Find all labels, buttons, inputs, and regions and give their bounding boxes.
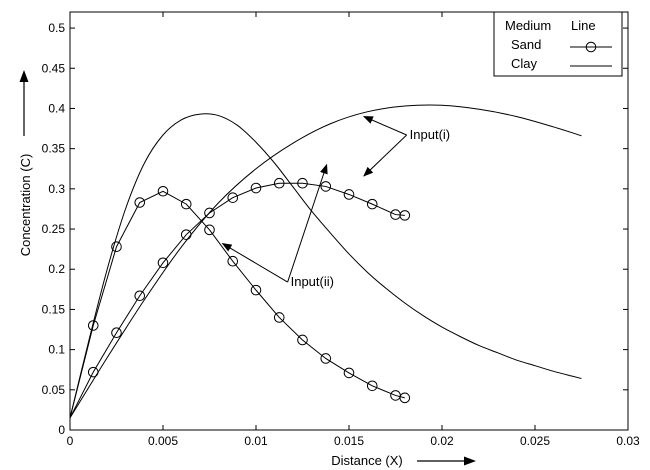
series-line-clay-input-ii <box>69 113 582 419</box>
x-tick-label: 0.015 <box>334 434 364 448</box>
annotation-layer: Input(i) Input(ii) <box>221 116 450 289</box>
y-axis-label-arrow <box>19 70 29 136</box>
y-tick-label: 0.05 <box>42 383 66 397</box>
data-point-sand-input-ii <box>157 185 169 197</box>
data-point-sand-input-ii <box>227 255 239 267</box>
data-point-sand-input-ii <box>204 224 215 236</box>
x-tick-label: 0.025 <box>520 434 550 448</box>
series-clay-input-i <box>69 104 582 419</box>
data-point-sand-input-ii <box>180 198 192 210</box>
series-line-sand-input-i <box>69 182 405 419</box>
data-point-sand-input-ii <box>320 353 332 364</box>
legend: Medium Line Sand Clay <box>493 11 623 77</box>
data-point-sand-input-i <box>297 177 308 189</box>
series-sand-input-i <box>69 177 411 419</box>
annotation-arrow <box>221 242 288 283</box>
annotation-input-ii: Input(ii) <box>221 163 334 289</box>
y-tick-label: 0.5 <box>48 21 65 35</box>
y-tick-label: 0.3 <box>48 182 65 196</box>
x-axis-label-arrow <box>417 456 476 466</box>
series-sand-input-ii <box>69 185 411 419</box>
y-tick-label: 0.4 <box>48 101 65 115</box>
data-point-sand-input-ii <box>399 392 411 404</box>
data-point-sand-input-i <box>273 177 285 189</box>
data-point-sand-input-i <box>227 192 239 203</box>
data-point-sand-input-ii <box>297 334 308 346</box>
y-tick-label: 0.2 <box>48 262 65 276</box>
annotation-label: Input(i) <box>410 127 450 142</box>
annotation-arrow <box>362 116 407 136</box>
data-point-sand-input-ii <box>87 320 99 331</box>
y-tick-label: 0.1 <box>48 343 65 357</box>
x-tick-label: 0.005 <box>148 434 178 448</box>
x-tick-label: 0.03 <box>616 434 640 448</box>
x-axis-label: Distance (X) <box>331 453 403 468</box>
x-tick-label: 0.02 <box>430 434 454 448</box>
annotation-label: Input(ii) <box>291 274 334 289</box>
y-tick-label: 0.15 <box>42 302 66 316</box>
data-point-sand-input-ii <box>273 312 285 323</box>
data-point-sand-input-ii <box>111 241 122 253</box>
x-tick-label: 0.01 <box>244 434 268 448</box>
data-point-sand-input-i <box>157 257 169 269</box>
ticks-layer: 0 0.005 0.01 0.015 0.02 0.025 0.03 0 0.05 0.1 0.15… <box>42 12 640 448</box>
x-tick-label: 0 <box>67 434 74 448</box>
series-clay-input-ii <box>69 113 582 419</box>
series-layer <box>69 104 582 419</box>
y-tick-label: 0 <box>58 423 65 437</box>
annotation-input-i: Input(i) <box>362 116 450 177</box>
legend-header-medium: Medium <box>505 18 551 33</box>
series-line-clay-input-i <box>69 104 582 419</box>
data-point-sand-input-i <box>134 290 146 302</box>
data-point-sand-input-i <box>204 207 215 219</box>
y-tick-label: 0.25 <box>42 222 66 236</box>
annotation-arrow <box>287 163 328 283</box>
data-point-sand-input-i <box>366 198 378 210</box>
y-axis-label: Concentration (C) <box>18 154 33 257</box>
data-point-sand-input-i <box>250 182 262 194</box>
data-point-sand-input-ii <box>343 367 355 379</box>
legend-entry-clay: Clay <box>511 56 538 71</box>
series-line-sand-input-ii <box>69 190 405 419</box>
legend-entry-sand: Sand <box>511 37 541 52</box>
data-point-sand-input-i <box>111 327 122 339</box>
data-point-sand-input-i <box>399 210 411 221</box>
data-point-sand-input-ii <box>134 197 146 208</box>
data-point-sand-input-ii <box>250 284 262 296</box>
data-point-sand-input-ii <box>366 380 378 392</box>
y-tick-label: 0.45 <box>42 61 66 75</box>
legend-sand-marker <box>585 41 597 53</box>
legend-header-line: Line <box>571 18 596 33</box>
data-point-sand-input-i <box>320 181 332 192</box>
data-point-sand-input-i <box>343 189 355 200</box>
y-tick-label: 0.35 <box>42 142 66 156</box>
legend-box <box>493 11 623 77</box>
annotation-arrow <box>363 134 408 177</box>
